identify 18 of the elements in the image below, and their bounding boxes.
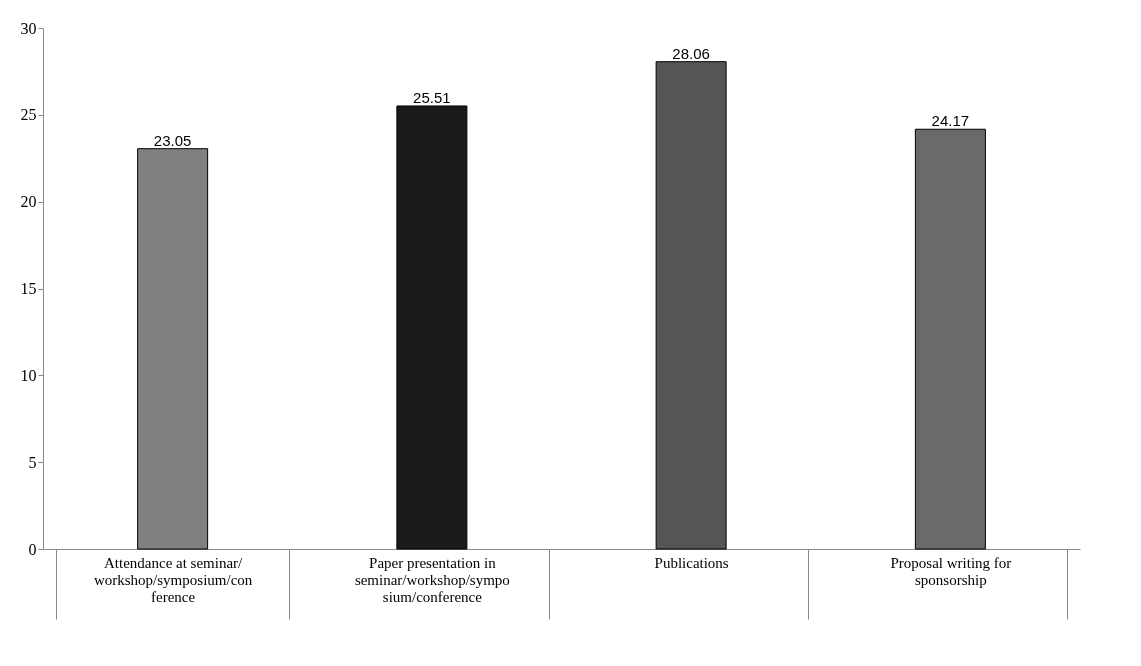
data-label: 24.17 [931,112,970,130]
data-label: 28.06 [672,44,710,62]
y-tick-label: 10 [20,366,37,384]
y-tick-label: 5 [28,453,37,471]
y-tick-label: 25 [20,106,37,124]
bar [914,128,986,550]
data-label: 23.05 [153,131,192,149]
y-tick-label: 0 [28,540,37,558]
data-label: 25.51 [413,88,451,106]
x-tick-label: Proposal writing for sponsorship [890,554,1012,588]
y-tick-label: 15 [20,280,37,297]
y-tick-label: 20 [20,193,37,211]
bar [655,61,727,550]
bar [396,105,468,550]
x-tick-label: Publications [654,554,729,571]
x-tick-label: Paper presentation in seminar/workshop/symposium/conference [354,554,510,605]
y-tick-label: 30 [20,19,37,37]
x-tick-label: Attendance at seminar/workshop/symposium/conference [93,554,253,605]
